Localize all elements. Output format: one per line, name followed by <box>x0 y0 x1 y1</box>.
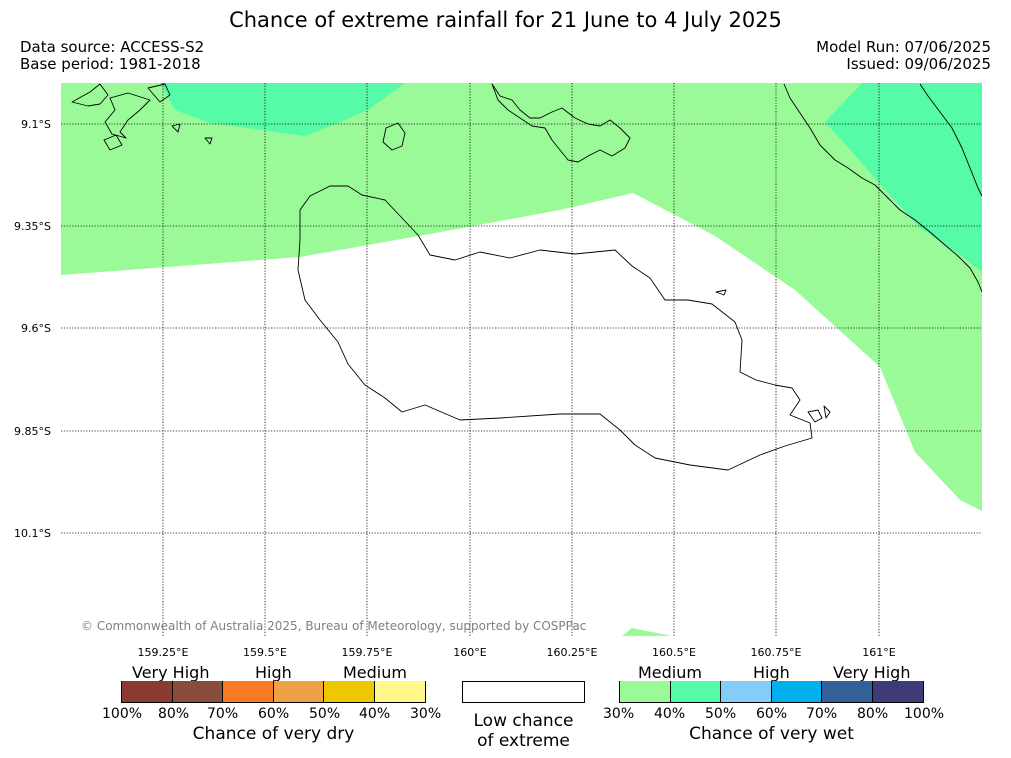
lat-label-9-6: 9.6°S <box>21 322 51 335</box>
dry-pct-30: 30% <box>410 706 442 722</box>
high-wet-zone-northwest <box>160 83 405 136</box>
wet-swatch-50-60 <box>721 681 772 702</box>
wet-swatch-60-70 <box>772 681 822 702</box>
wet-pct-60: 60% <box>756 706 788 722</box>
lon-label-160-75: 160.75°E <box>751 646 802 659</box>
wet-swatch-70-80 <box>822 681 873 702</box>
wet-pct-70: 70% <box>806 706 838 722</box>
low-chance-swatch <box>462 681 585 703</box>
model-run-text: Model Run: 07/06/2025 <box>816 38 991 56</box>
wet-pct-50: 50% <box>705 706 737 722</box>
base-period-text: Base period: 1981-2018 <box>20 55 201 73</box>
lon-label-159-5: 159.5°E <box>243 646 287 659</box>
wet-category-high: High <box>753 663 790 682</box>
coastlines <box>71 83 982 471</box>
lon-label-160-25: 160.25°E <box>547 646 598 659</box>
lon-label-160-5: 160.5°E <box>652 646 696 659</box>
longitude-labels: 159.25°E 159.5°E 159.75°E 160°E 160.25°E… <box>138 646 896 659</box>
medium-wet-zone <box>61 83 982 511</box>
lon-label-160: 160°E <box>453 646 486 659</box>
russell-islands-coastline <box>71 83 213 151</box>
dry-category-medium: Medium <box>343 663 407 682</box>
dry-legend-title: Chance of very dry <box>192 724 355 744</box>
dry-category-high: High <box>255 663 292 682</box>
chart-title: Chance of extreme rainfall for 21 June t… <box>229 8 782 32</box>
lon-label-159-25: 159.25°E <box>138 646 189 659</box>
wet-pct-80: 80% <box>857 706 889 722</box>
dry-pct-70: 70% <box>207 706 239 722</box>
low-chance-line1: Low chance <box>473 711 574 731</box>
dry-pct-100: 100% <box>102 706 143 722</box>
wet-pct-30: 30% <box>603 706 635 722</box>
wet-swatch-30-40 <box>620 681 671 702</box>
dry-pct-80: 80% <box>158 706 190 722</box>
lat-label-9-1: 9.1°S <box>21 118 51 131</box>
dry-pct-50: 50% <box>309 706 341 722</box>
marau-islets <box>715 289 831 423</box>
florida-islands-coastline <box>491 83 631 163</box>
dry-pct-40: 40% <box>359 706 391 722</box>
issued-text: Issued: 09/06/2025 <box>846 55 991 73</box>
graticule <box>61 83 982 636</box>
savo-island-coastline <box>382 122 406 151</box>
dry-pct-60: 60% <box>258 706 290 722</box>
meta-right: Model Run: 07/06/2025 Issued: 09/06/2025 <box>816 39 991 73</box>
dry-swatch-60-70 <box>223 681 274 702</box>
dry-swatch-80-100 <box>122 681 173 702</box>
lon-label-159-75: 159.75°E <box>342 646 393 659</box>
high-wet-zone-northeast <box>825 83 982 272</box>
wet-pct-40: 40% <box>654 706 686 722</box>
dry-swatch-70-80 <box>173 681 223 702</box>
medium-wet-zone-bottom <box>622 628 672 636</box>
wet-category-medium: Medium <box>638 663 702 682</box>
data-source-text: Data source: ACCESS-S2 <box>20 38 205 56</box>
lat-label-10-1: 10.1°S <box>14 527 51 540</box>
meta-left: Data source: ACCESS-S2 Base period: 1981… <box>20 39 204 73</box>
wet-legend-title: Chance of very wet <box>689 724 854 744</box>
wet-swatch-80-100 <box>873 681 923 702</box>
lat-label-9-35: 9.35°S <box>14 220 51 233</box>
copyright-text: © Commonwealth of Australia 2025, Bureau… <box>81 619 586 633</box>
map-area <box>61 83 982 636</box>
wet-swatch-40-50 <box>671 681 721 702</box>
dry-swatch-30-40 <box>375 681 425 702</box>
malaita-coastline <box>783 83 982 293</box>
guadalcanal-coastline <box>297 185 813 471</box>
dry-category-very-high: Very High <box>132 663 210 682</box>
dry-swatch-40-50 <box>324 681 375 702</box>
wet-pct-100: 100% <box>904 706 945 722</box>
lon-label-161: 161°E <box>862 646 895 659</box>
lat-label-9-85: 9.85°S <box>14 425 51 438</box>
latitude-labels: 9.1°S 9.35°S 9.6°S 9.85°S 10.1°S <box>14 118 51 540</box>
dry-swatch-50-60 <box>274 681 324 702</box>
wet-category-very-high: Very High <box>833 663 911 682</box>
malaita-east-coastline <box>919 83 982 197</box>
low-chance-line2: of extreme <box>477 731 570 751</box>
